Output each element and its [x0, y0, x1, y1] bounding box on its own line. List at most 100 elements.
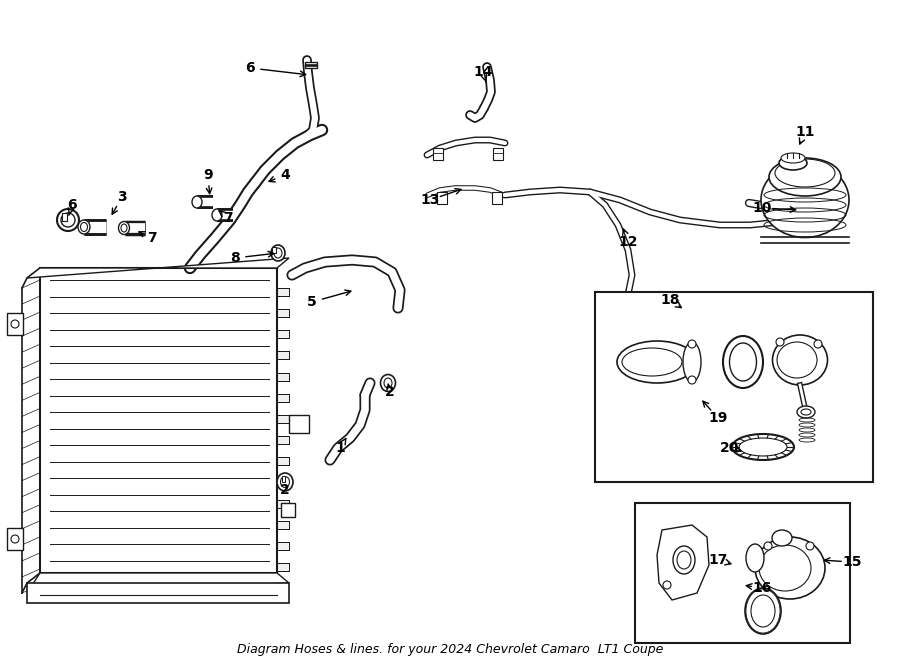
Bar [277, 288, 289, 296]
Text: 11: 11 [796, 125, 814, 139]
Ellipse shape [801, 409, 811, 415]
Circle shape [57, 209, 79, 231]
Text: 9: 9 [203, 168, 212, 182]
Ellipse shape [739, 438, 787, 456]
Ellipse shape [683, 342, 701, 382]
Ellipse shape [755, 537, 825, 599]
Text: 17: 17 [708, 553, 728, 567]
Polygon shape [27, 583, 289, 603]
Polygon shape [27, 258, 289, 278]
Ellipse shape [78, 220, 90, 234]
Ellipse shape [781, 153, 805, 163]
Ellipse shape [80, 222, 87, 232]
Bar [7, 313, 23, 335]
Text: 13: 13 [420, 193, 440, 207]
Ellipse shape [797, 406, 815, 418]
Ellipse shape [212, 209, 222, 221]
Ellipse shape [745, 588, 781, 634]
Circle shape [11, 320, 19, 328]
Text: 7: 7 [148, 231, 157, 245]
Ellipse shape [617, 341, 697, 383]
Ellipse shape [751, 595, 775, 627]
Circle shape [688, 376, 696, 384]
Text: 5: 5 [307, 295, 317, 309]
Bar [272, 247, 276, 253]
Text: 6: 6 [245, 61, 255, 75]
Circle shape [806, 542, 814, 550]
Ellipse shape [277, 473, 293, 491]
Bar [433, 148, 443, 160]
Text: 4: 4 [280, 168, 290, 182]
Bar [437, 192, 447, 204]
Ellipse shape [192, 196, 202, 208]
Ellipse shape [119, 222, 130, 234]
Polygon shape [657, 525, 709, 600]
Bar [305, 62, 317, 68]
Ellipse shape [281, 477, 290, 487]
Bar [289, 415, 309, 433]
Ellipse shape [121, 224, 127, 232]
Bar [277, 542, 289, 550]
Text: 20: 20 [720, 441, 740, 455]
Bar [277, 521, 289, 529]
Ellipse shape [779, 156, 807, 170]
Circle shape [11, 535, 19, 543]
Text: 7: 7 [223, 211, 233, 225]
Circle shape [61, 213, 75, 227]
Bar [493, 148, 503, 160]
Text: 2: 2 [385, 385, 395, 399]
Text: 15: 15 [842, 555, 862, 569]
Ellipse shape [677, 551, 691, 569]
Bar [277, 479, 289, 487]
Ellipse shape [622, 348, 682, 376]
Bar [277, 563, 289, 571]
Polygon shape [27, 573, 289, 593]
Ellipse shape [381, 375, 395, 391]
Circle shape [688, 340, 696, 348]
Ellipse shape [673, 546, 695, 574]
Bar [277, 394, 289, 402]
Bar [277, 500, 289, 508]
Text: 19: 19 [708, 411, 728, 425]
Circle shape [663, 581, 671, 589]
Ellipse shape [777, 342, 817, 378]
Ellipse shape [274, 248, 282, 258]
Text: 6: 6 [68, 198, 76, 212]
Bar [595, 292, 873, 482]
Circle shape [814, 340, 822, 348]
Bar [492, 192, 502, 204]
Text: 16: 16 [752, 581, 771, 595]
Bar [281, 503, 295, 517]
Ellipse shape [732, 434, 794, 460]
Ellipse shape [772, 335, 827, 385]
Text: 10: 10 [752, 201, 771, 215]
Ellipse shape [761, 162, 849, 238]
Bar [277, 352, 289, 359]
Ellipse shape [775, 159, 835, 187]
Bar [62, 213, 67, 221]
Ellipse shape [769, 158, 841, 196]
Bar [7, 528, 23, 550]
Circle shape [776, 338, 784, 346]
Ellipse shape [730, 343, 757, 381]
Ellipse shape [772, 530, 792, 546]
Bar [277, 373, 289, 381]
Text: 1: 1 [335, 441, 345, 455]
Bar [277, 309, 289, 317]
Bar [277, 330, 289, 338]
Ellipse shape [271, 245, 285, 261]
Bar [277, 457, 289, 465]
Bar [277, 415, 289, 423]
Text: 3: 3 [117, 190, 127, 204]
Text: 12: 12 [618, 235, 638, 249]
Bar [305, 64, 317, 66]
Text: Diagram Hoses & lines. for your 2024 Chevrolet Camaro  LT1 Coupe: Diagram Hoses & lines. for your 2024 Che… [237, 643, 663, 657]
Ellipse shape [384, 378, 392, 388]
Bar [635, 503, 850, 643]
Circle shape [764, 542, 772, 550]
Ellipse shape [723, 336, 763, 388]
Text: 18: 18 [661, 293, 680, 307]
Bar [277, 436, 289, 444]
Ellipse shape [746, 544, 764, 572]
Ellipse shape [759, 545, 811, 591]
